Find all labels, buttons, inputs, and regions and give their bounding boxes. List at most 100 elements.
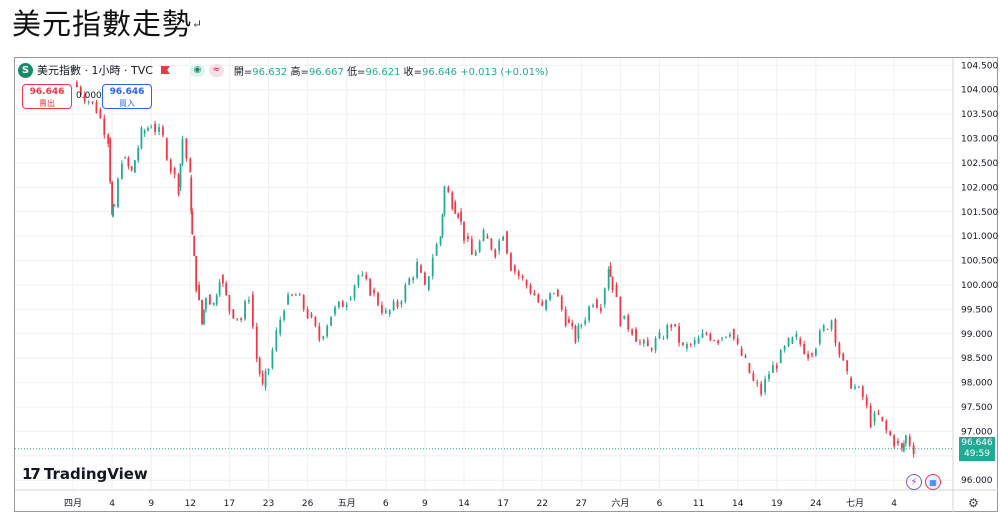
- candle-body: [215, 295, 218, 305]
- y-tick-label: 102.500: [961, 159, 998, 169]
- y-tick-label: 99.500: [961, 305, 993, 315]
- last-price-tag: 96.646 49:59: [959, 437, 995, 461]
- candle-body: [654, 338, 657, 351]
- candle-body: [130, 166, 133, 171]
- y-tick-label: 104.500: [961, 61, 998, 71]
- candle-body: [264, 371, 267, 388]
- candle-body: [255, 326, 258, 359]
- candle-body: [127, 157, 130, 167]
- candle-body: [150, 127, 153, 129]
- candle-body: [846, 360, 849, 372]
- candle-body: [460, 211, 462, 222]
- x-tick-label: 六月: [611, 497, 629, 509]
- low-label: 低=: [347, 66, 366, 78]
- candle-body: [646, 339, 649, 347]
- sell-button[interactable]: 96.646 賣出: [22, 84, 72, 109]
- us-flag-icon[interactable]: ▦: [925, 474, 941, 490]
- x-tick-label: 17: [224, 499, 235, 509]
- candle-body: [326, 325, 329, 337]
- candle-body: [861, 386, 864, 398]
- candle-body: [482, 230, 485, 241]
- candle-body: [541, 302, 544, 306]
- candle-body: [525, 280, 528, 286]
- candle-body: [904, 435, 907, 444]
- candle-body: [294, 294, 297, 296]
- candle-body: [154, 123, 157, 132]
- candle-body: [685, 344, 688, 349]
- symbol-label[interactable]: 美元指數 · 1小時 · TVC: [37, 64, 153, 77]
- open-label: 開=: [233, 66, 253, 78]
- x-tick-label: 4: [891, 499, 897, 509]
- candle-body: [627, 315, 630, 330]
- candle-body: [787, 337, 790, 347]
- candle-body: [287, 294, 289, 305]
- candle-body: [365, 274, 368, 279]
- candle-body: [232, 309, 235, 319]
- candle-body: [275, 330, 278, 351]
- buy-label: 買入: [119, 99, 135, 108]
- candle-body: [611, 276, 614, 290]
- candle-body: [556, 289, 559, 297]
- tradingview-logo[interactable]: 17 TradingView: [22, 465, 148, 483]
- candle-body: [682, 342, 684, 345]
- candle-body: [517, 271, 520, 276]
- candle-body: [467, 236, 469, 240]
- candle-body: [112, 205, 114, 217]
- candle-body: [560, 296, 563, 310]
- candle-body: [310, 314, 313, 317]
- y-tick-label: 102.000: [961, 183, 998, 193]
- candle-body: [117, 178, 119, 207]
- candle-body: [353, 285, 356, 298]
- candle-body: [454, 202, 457, 214]
- candle-body: [826, 328, 829, 330]
- candle-body: [865, 397, 868, 406]
- candle-body: [521, 275, 524, 278]
- x-tick-label: 17: [497, 499, 508, 509]
- candle-body: [584, 320, 587, 325]
- candle-body: [599, 307, 602, 312]
- candle-body: [615, 284, 618, 298]
- x-tick-label: 24: [810, 499, 822, 509]
- change-value: +0.013 (+0.01%): [460, 66, 549, 78]
- x-tick-label: 9: [422, 499, 428, 509]
- candle-body: [752, 373, 755, 381]
- candle-body: [396, 301, 399, 307]
- x-tick-label: 22: [536, 499, 547, 509]
- indicator-icon[interactable]: ≈: [208, 63, 224, 77]
- candle-body: [721, 337, 723, 339]
- candle-body: [795, 333, 798, 338]
- candle-body: [443, 186, 446, 215]
- candle-body: [143, 130, 146, 134]
- candle-body: [408, 278, 411, 285]
- x-tick-label: 四月: [64, 498, 82, 509]
- candle-body: [463, 221, 465, 241]
- x-tick-label: 19: [771, 499, 783, 509]
- candle-body: [441, 214, 444, 237]
- candle-body: [279, 319, 282, 334]
- page-title: 美元指數走勢↵: [12, 7, 204, 41]
- eye-icon[interactable]: ◉: [189, 63, 205, 77]
- candle-body: [341, 301, 344, 308]
- candle-body: [881, 416, 884, 421]
- settings-gear-icon[interactable]: ⚙: [968, 496, 979, 510]
- candle-body: [858, 386, 860, 388]
- candle-body: [95, 102, 98, 113]
- candle-body: [639, 341, 641, 343]
- lightning-icon[interactable]: ⚡: [906, 474, 922, 490]
- candle-body: [674, 324, 677, 327]
- candle-body: [697, 337, 700, 344]
- close-label: 收=: [403, 66, 423, 78]
- candle-body: [574, 325, 577, 343]
- candle-body: [783, 346, 786, 350]
- candle-body: [486, 236, 489, 239]
- candle-body: [728, 334, 731, 337]
- candle-body: [173, 167, 176, 175]
- candle-body: [818, 330, 821, 344]
- candle-body: [885, 420, 888, 431]
- candle-body: [244, 301, 246, 320]
- flag-icon[interactable]: [160, 66, 170, 74]
- buy-button[interactable]: 96.646 買入: [102, 84, 152, 109]
- candle-body: [662, 338, 665, 340]
- candle-body: [195, 256, 198, 291]
